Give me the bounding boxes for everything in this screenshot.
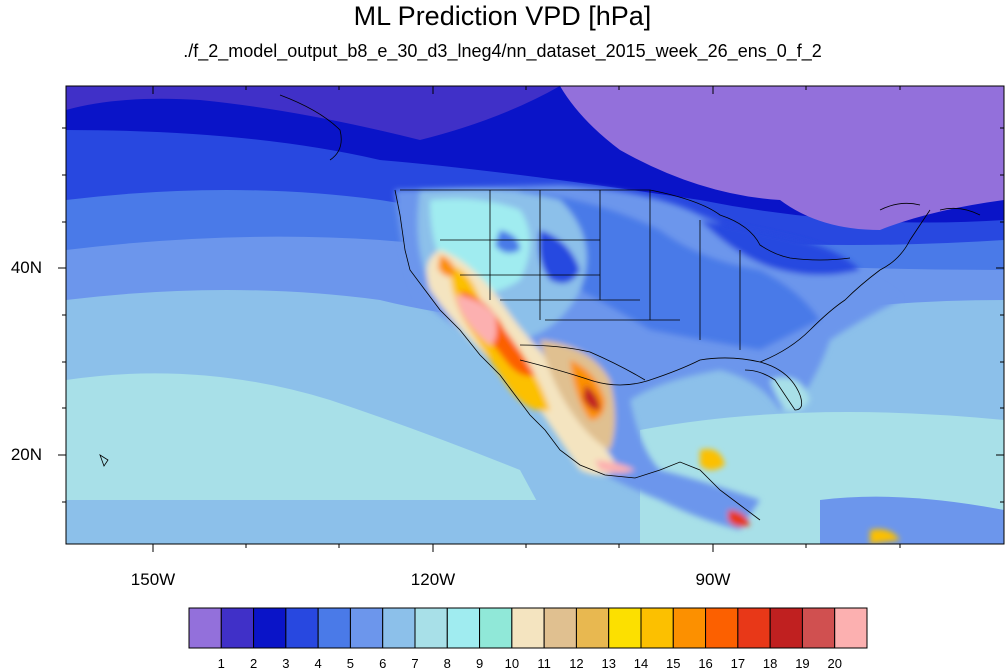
colorbar-label: 11	[537, 656, 551, 671]
colorbar-swatch	[608, 607, 642, 649]
colorbar-label: 13	[601, 656, 616, 671]
colorbar-swatch	[349, 607, 384, 649]
colorbar-label: 3	[282, 656, 290, 671]
colorbar-label: 9	[475, 656, 484, 671]
colorbar-swatch	[188, 607, 222, 649]
colorbar-label: 15	[666, 656, 681, 671]
colorbar	[188, 607, 868, 649]
colorbar-swatch	[769, 607, 803, 649]
colorbar-label: 8	[443, 656, 451, 671]
lat-label-20n: 20N	[10, 445, 42, 464]
colorbar-label: 7	[411, 656, 419, 671]
colorbar-swatch	[317, 607, 351, 649]
lat-label-40n: 40N	[10, 258, 42, 277]
colorbar-swatch	[285, 607, 319, 649]
colorbar-label: 19	[795, 656, 810, 671]
colorbar-label: 5	[346, 656, 355, 671]
colorbar-swatch	[672, 607, 707, 649]
colorbar-swatch	[446, 607, 481, 649]
lat-ticks	[58, 127, 1004, 503]
lon-label-120w: 120W	[410, 570, 456, 589]
colorbar-label: 12	[569, 656, 584, 671]
colorbar-swatch	[575, 607, 610, 649]
colorbar-label: 18	[762, 656, 778, 671]
lon-label-150w: 150W	[130, 570, 176, 589]
colorbar-swatch	[640, 607, 674, 649]
colorbar-label: 1	[217, 656, 225, 671]
colorbar-label: 17	[730, 656, 746, 671]
colorbar-label: 2	[249, 656, 258, 671]
colorbar-label: 10	[504, 656, 520, 671]
colorbar-swatch	[253, 607, 287, 649]
colorbar-swatch	[382, 607, 416, 649]
colorbar-swatch	[705, 607, 739, 649]
map-title: ML Prediction VPD [hPa]	[353, 1, 652, 31]
lon-label-90w: 90W	[695, 570, 731, 589]
vpd-map	[58, 85, 1005, 552]
colorbar-swatch	[801, 607, 836, 649]
colorbar-label: 14	[633, 656, 649, 671]
colorbar-swatch	[737, 607, 771, 649]
colorbar-swatch	[220, 607, 255, 649]
map-subtitle: ./f_2_model_output_b8_e_30_d3_lneg4/nn_d…	[183, 41, 822, 61]
colorbar-label: 20	[827, 656, 842, 671]
colorbar-swatch	[479, 607, 513, 649]
colorbar-swatch	[414, 607, 448, 649]
boundaries	[99, 94, 981, 521]
colorbar-label: 6	[379, 656, 387, 671]
vpd-field	[66, 86, 1004, 544]
colorbar-swatch	[543, 607, 577, 649]
colorbar-label: 4	[314, 656, 322, 671]
lon-ticks	[152, 86, 901, 552]
colorbar-label: 16	[698, 656, 713, 671]
colorbar-swatch	[834, 607, 868, 649]
colorbar-swatch	[511, 607, 545, 649]
